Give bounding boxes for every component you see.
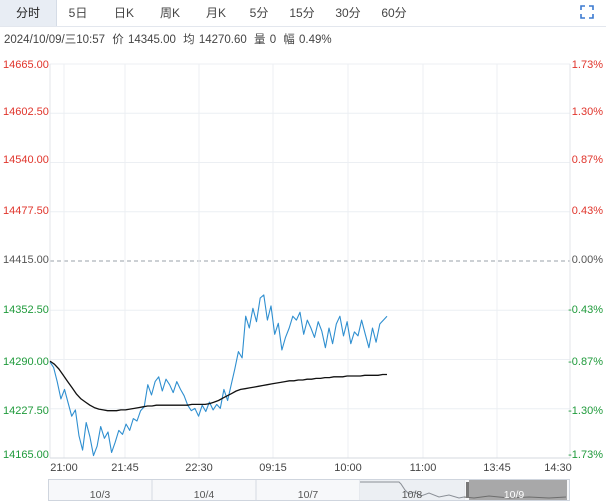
tab-30min[interactable]: 30分	[335, 6, 361, 20]
price-line	[49, 294, 388, 457]
quote-info-bar: 2024/10/09/三10:57 价 14345.00 均 14270.60 …	[4, 32, 336, 48]
info-avg-label: 均	[183, 34, 195, 46]
info-datetime: 2024/10/09/三10:57	[4, 34, 106, 46]
tab-intraday[interactable]: 分时	[0, 0, 57, 26]
navigator-day-label: 10/8	[401, 489, 423, 501]
navigator-day-label: 10/9	[503, 489, 525, 501]
y-left-tick: 14352.50	[3, 304, 49, 316]
expand-icon[interactable]	[580, 5, 594, 19]
y-left-tick: 14602.50	[3, 106, 49, 118]
info-vol-label: 量	[253, 34, 266, 46]
y-right-tick: -0.87%	[568, 356, 603, 368]
tab-daily-k[interactable]: 日K	[113, 6, 134, 20]
navigator-day-label: 10/4	[193, 489, 215, 501]
y-left-tick: 14290.00	[3, 356, 49, 368]
info-vol: 0	[269, 34, 277, 46]
average-line	[49, 360, 387, 412]
y-left-tick: 14165.00	[3, 449, 49, 461]
y-right-tick: 0.87%	[571, 154, 603, 166]
tab-5day[interactable]: 5日	[68, 6, 88, 20]
navigator-day-label: 10/3	[89, 489, 111, 501]
info-chg-label: 幅	[283, 34, 295, 46]
info-chg: 0.49%	[299, 34, 332, 46]
y-right-tick: 0.43%	[571, 205, 603, 217]
x-tick-label: 22:30	[185, 462, 213, 474]
tab-monthly-k[interactable]: 月K	[205, 6, 226, 20]
x-tick-label: 21:45	[111, 462, 139, 474]
info-price: 14345.00	[127, 34, 176, 46]
tab-15min[interactable]: 15分	[289, 6, 315, 20]
x-tick-label: 21:00	[50, 462, 78, 474]
y-right-tick: -1.73%	[568, 449, 603, 461]
info-avg: 14270.60	[198, 34, 247, 46]
navigator-preview	[151, 480, 567, 500]
y-right-tick: 0.00%	[571, 254, 603, 266]
x-tick-label: 11:00	[409, 462, 437, 474]
y-left-tick: 14227.50	[3, 405, 49, 417]
x-tick-label: 14:30	[544, 462, 572, 474]
y-right-tick: 1.73%	[571, 59, 603, 71]
y-left-tick: 14415.00	[3, 254, 49, 266]
y-right-tick: 1.30%	[571, 106, 603, 118]
x-tick-label: 13:45	[483, 462, 511, 474]
y-left-tick: 14665.00	[3, 59, 49, 71]
y-left-tick: 14477.50	[3, 205, 49, 217]
y-left-tick: 14540.00	[3, 154, 49, 166]
x-tick-label: 09:15	[259, 462, 287, 474]
tab-weekly-k[interactable]: 周K	[159, 6, 180, 20]
navigator-day-label: 10/7	[297, 489, 319, 501]
tab-60min[interactable]: 60分	[381, 6, 407, 20]
y-right-tick: -1.30%	[568, 405, 603, 417]
time-navigator[interactable]	[48, 479, 570, 501]
period-tab-bar: 分时 5日 日K 周K 月K 5分 15分 30分 60分	[0, 0, 606, 27]
tab-5min[interactable]: 5分	[249, 6, 269, 20]
y-right-tick: -0.43%	[568, 304, 603, 316]
x-tick-label: 10:00	[334, 462, 362, 474]
info-price-label: 价	[112, 34, 124, 46]
